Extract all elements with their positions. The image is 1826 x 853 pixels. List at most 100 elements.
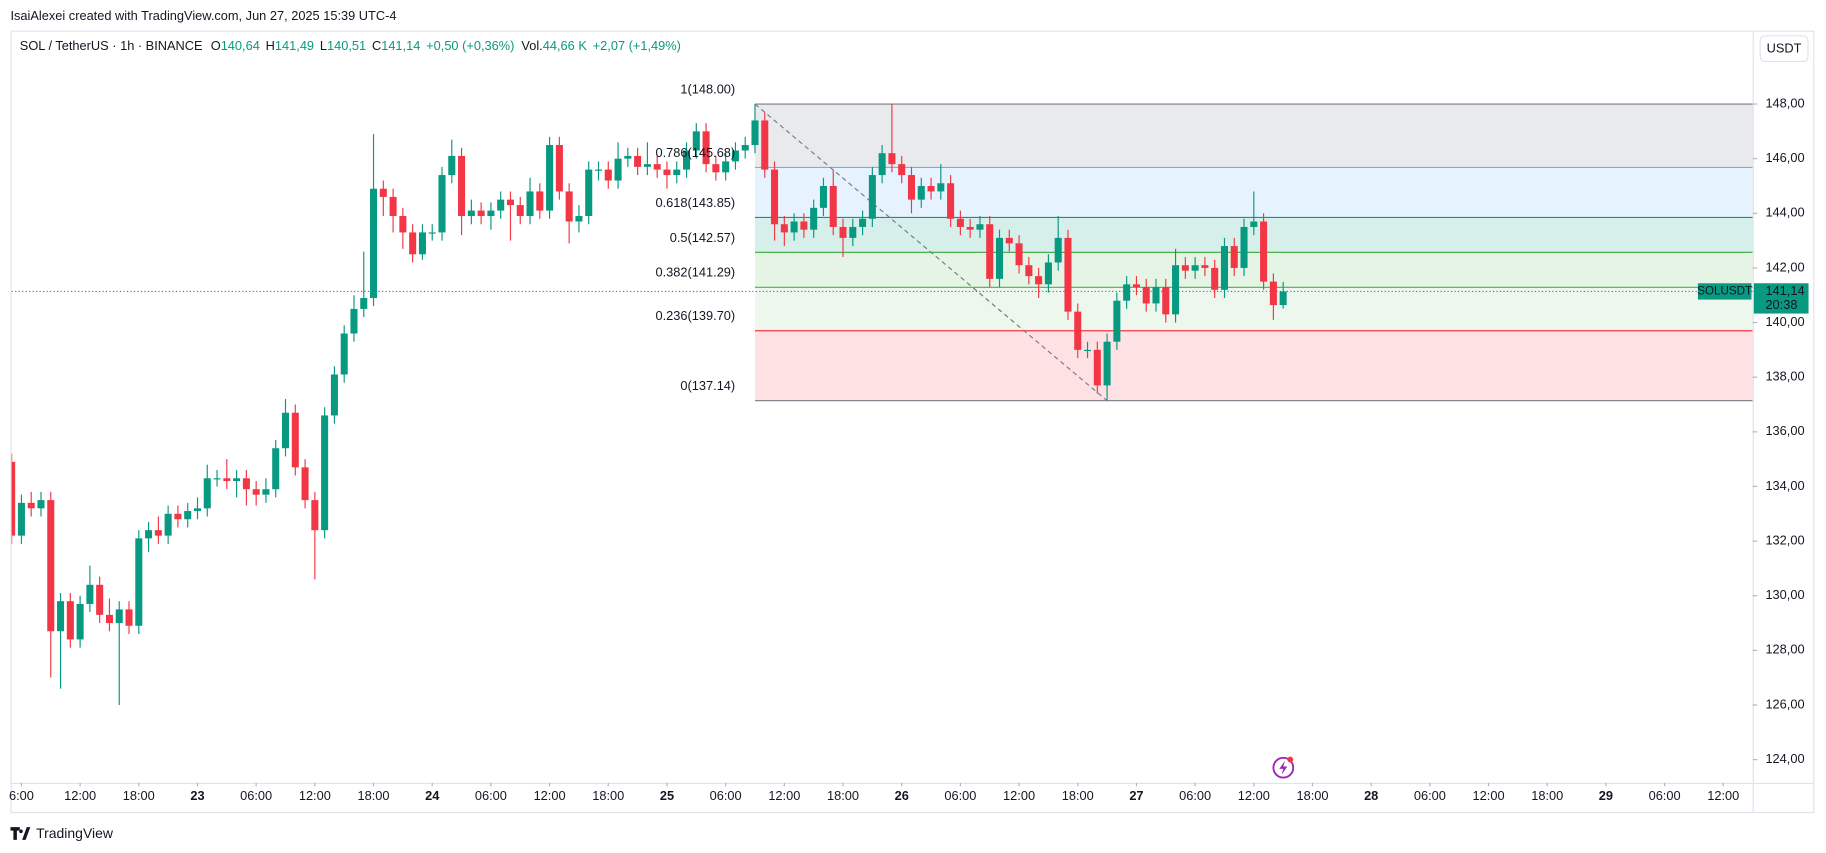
volume-value: 44,66 K: [543, 38, 588, 53]
candle-body: [350, 308, 358, 334]
candle-body: [145, 530, 153, 539]
candle-body: [947, 183, 955, 219]
x-tick-label: 12:00: [1238, 788, 1270, 803]
alert-icon[interactable]: [1272, 756, 1295, 779]
candle-body: [17, 502, 25, 536]
price-box: [1753, 283, 1809, 314]
fib-label: 0.236(139.70): [656, 308, 736, 323]
ohlc-value: 140,51: [327, 38, 366, 53]
candle-body: [418, 232, 426, 255]
symbol: SOL / TetherUS · 1h · BINANCE: [20, 38, 203, 53]
y-tick-label: 128,00: [1765, 642, 1804, 657]
x-tick-label: 12:00: [64, 788, 96, 803]
candle-body: [594, 169, 603, 171]
candle-body: [360, 297, 368, 309]
candle-body: [497, 199, 505, 211]
candle-body: [506, 199, 514, 206]
candle-body: [57, 601, 65, 632]
candle-body: [399, 216, 407, 233]
candle-body: [184, 511, 192, 520]
fib-zone: [754, 252, 1753, 288]
y-tick-label: 136,00: [1765, 423, 1804, 438]
candle-body: [536, 191, 544, 211]
candle-body: [585, 169, 593, 217]
candle-body: [966, 226, 974, 230]
ohlc-value: 140,64: [221, 38, 260, 53]
candle-body: [1084, 349, 1092, 352]
candle-body: [438, 175, 446, 233]
legend-line: SOL / TetherUS · 1h · BINANCE O140,64 H141…: [20, 38, 681, 53]
y-tick-label: 144,00: [1765, 205, 1804, 220]
candle-body: [604, 169, 612, 181]
y-tick-label: 130,00: [1765, 587, 1804, 602]
x-tick-label: 06:00: [1649, 788, 1681, 803]
candle-body: [467, 210, 475, 217]
fib-label: 0.382(141.29): [656, 265, 736, 280]
candle-body: [731, 150, 739, 162]
x-tick-label: 18:00: [827, 788, 859, 803]
candle-body: [683, 150, 691, 170]
y-tick-label: 126,00: [1765, 696, 1804, 711]
y-tick-label: 124,00: [1765, 751, 1804, 766]
candle-body: [330, 374, 338, 416]
candle-body: [868, 175, 876, 219]
candle-body: [741, 145, 749, 151]
fib-zone: [754, 104, 1753, 168]
candle-body: [1250, 221, 1258, 227]
candle-body: [458, 155, 466, 217]
candle-body: [321, 415, 329, 531]
plot-area: 124,00 126,00 128,00 130,00 132,00 134,00 136,…: [9, 81, 1809, 803]
candle-body: [1054, 237, 1062, 263]
x-tick-label: 18:00: [123, 788, 155, 803]
x-tick-label: 24: [425, 788, 440, 803]
symbol-legend: SOL / TetherUS · 1h · BINANCE O140,64 H141…: [20, 38, 681, 53]
candle-body: [1064, 237, 1072, 312]
candle-body: [291, 412, 299, 468]
candle-body: [76, 603, 84, 640]
candle-body: [477, 210, 485, 217]
candle-body: [154, 530, 162, 536]
candle-body: [1025, 265, 1033, 277]
x-tick-label: 18:00: [1296, 788, 1328, 803]
candle-body: [242, 478, 250, 490]
candle-body: [722, 161, 730, 173]
candle-body: [409, 232, 417, 255]
candle-body: [27, 502, 35, 509]
candle-body: [37, 500, 45, 509]
candle-body: [829, 185, 837, 227]
currency-label[interactable]: USDT: [1767, 41, 1802, 56]
x-tick-label: 25: [660, 788, 674, 803]
currency-button[interactable]: [1759, 35, 1809, 62]
candle-body: [272, 448, 280, 490]
candle-body: [771, 169, 779, 225]
candle-body: [761, 120, 769, 170]
candle-body: [379, 188, 387, 197]
candle-body: [135, 538, 143, 626]
change: +0,50 (+0,36%): [426, 38, 514, 53]
candle-body: [252, 489, 260, 495]
candle-body: [937, 183, 945, 192]
candle-body: [203, 478, 211, 509]
candle-body: [1142, 287, 1150, 304]
candle-body: [653, 164, 661, 170]
x-tick-label: 06:00: [475, 788, 507, 803]
candle-body: [546, 145, 554, 211]
ohlc-value: 141,49: [275, 38, 314, 53]
x-tick-label: 29: [1599, 788, 1613, 803]
fib-label: 1(148.00): [680, 81, 735, 96]
candle-body: [487, 210, 495, 217]
x-tick-label: 06:00: [944, 788, 976, 803]
candle-body: [11, 461, 16, 536]
x-tick-label: 12:00: [1003, 788, 1035, 803]
fib-trend: [754, 103, 1108, 402]
candle-body: [780, 224, 788, 233]
price-symbol: SOLUSDT: [1697, 285, 1752, 298]
candle-body: [526, 191, 534, 217]
candle-body: [907, 175, 916, 200]
price-value: 141,14: [1765, 283, 1804, 298]
footer-logo: TradingView: [10, 825, 114, 841]
candle-body: [643, 164, 651, 167]
x-tick-label: 06:00: [1414, 788, 1446, 803]
